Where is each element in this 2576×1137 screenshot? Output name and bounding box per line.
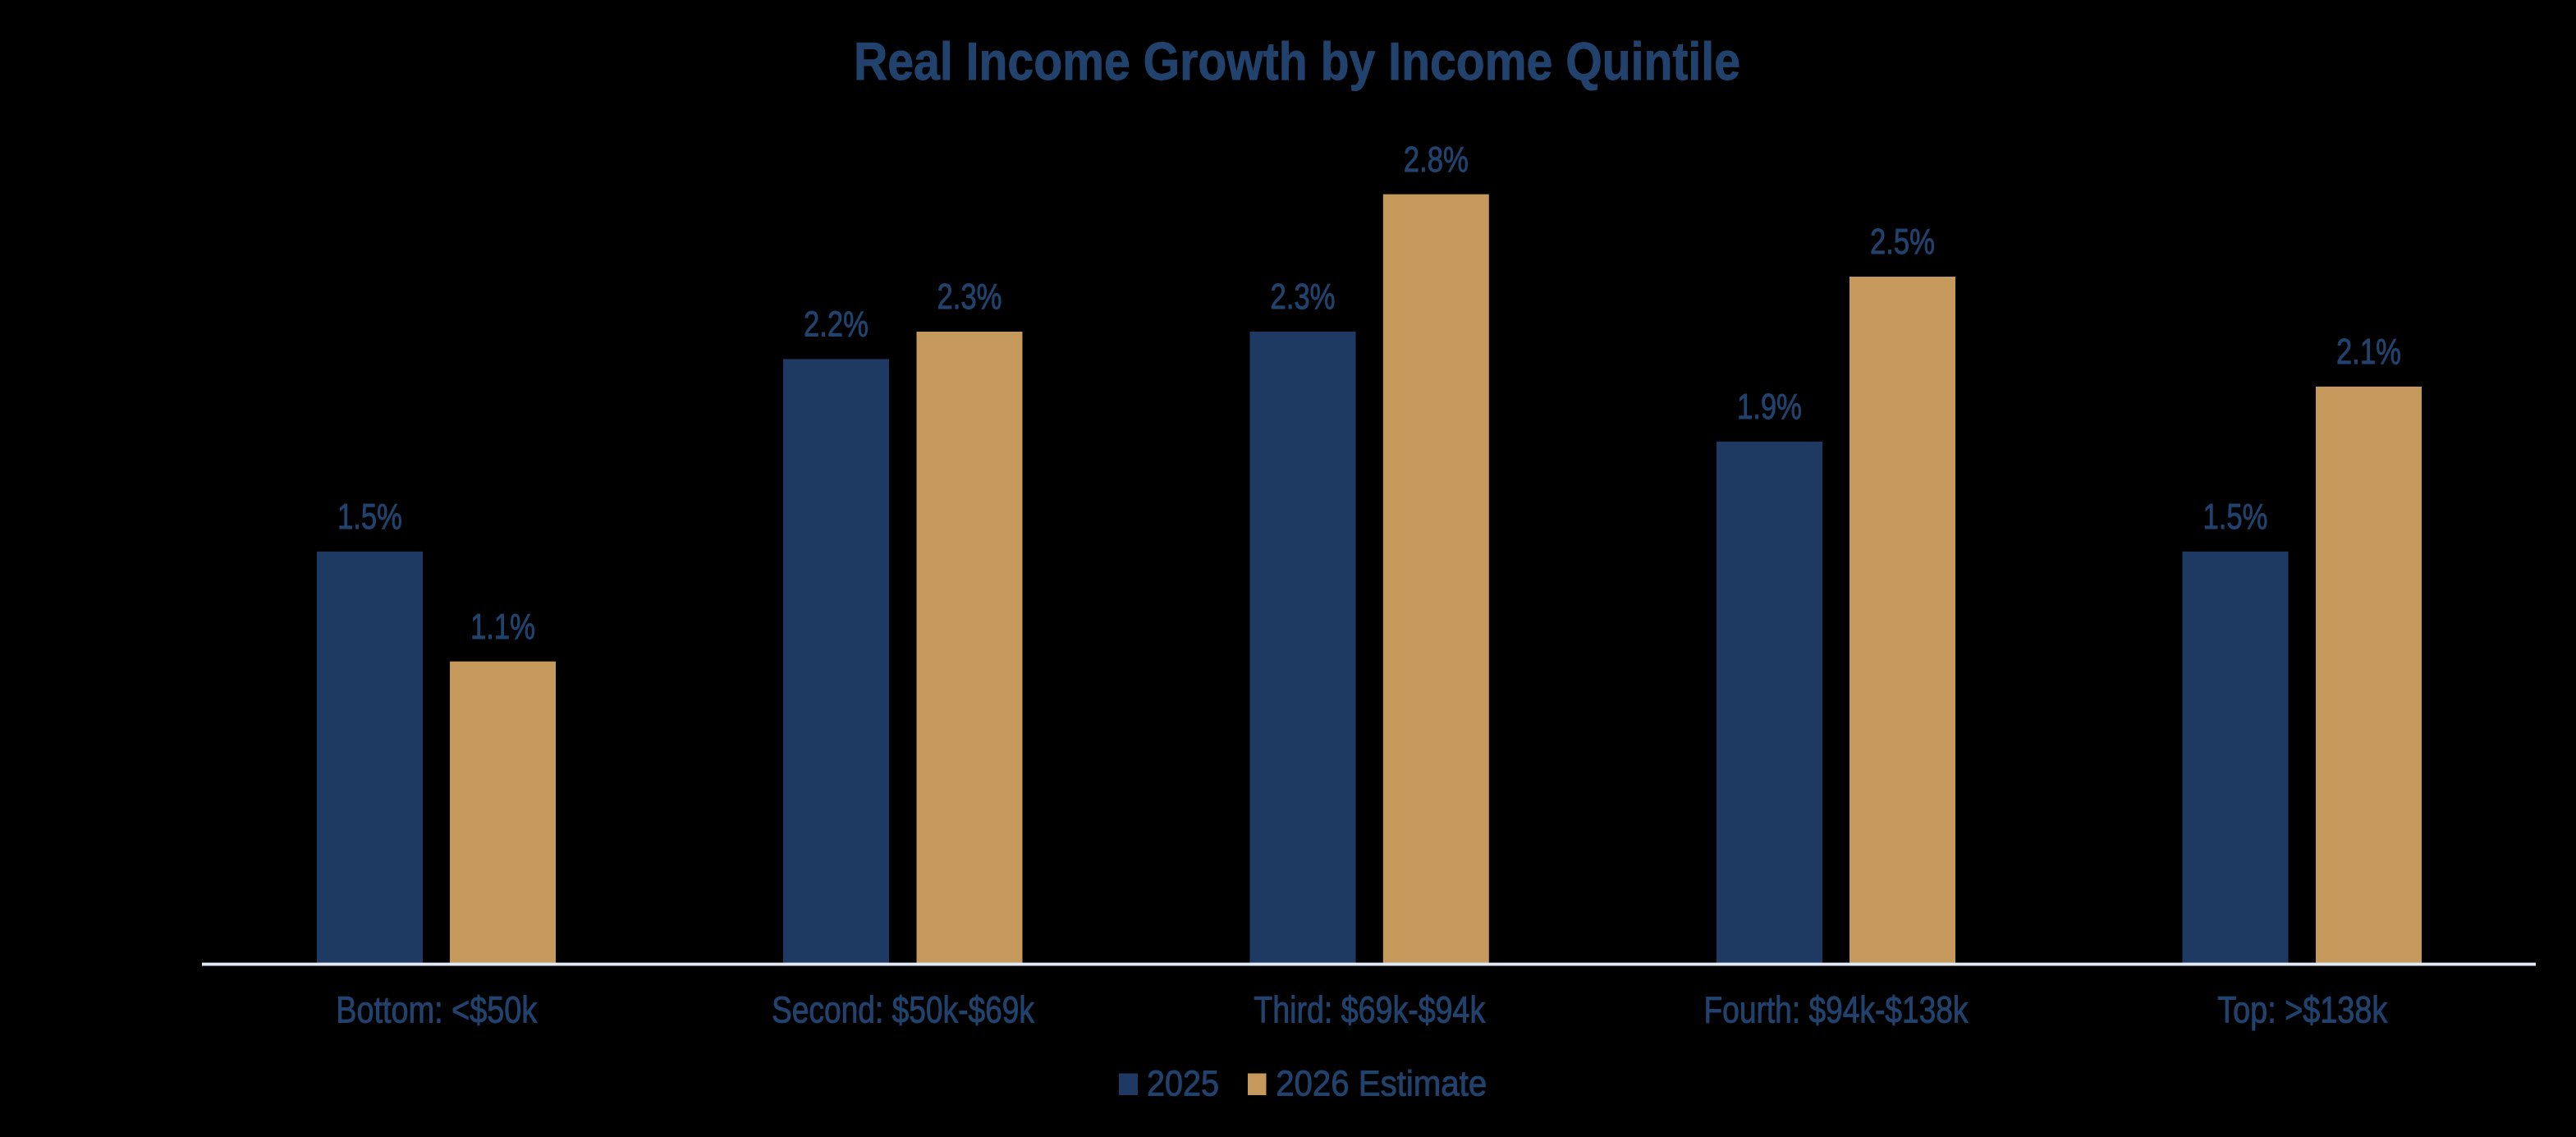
svg-text:2025: 2025: [1147, 1063, 1219, 1103]
svg-text:1.5%: 1.5%: [337, 497, 402, 537]
svg-text:Top: >$138k: Top: >$138k: [2217, 989, 2387, 1031]
svg-text:Second: $50k-$69k: Second: $50k-$69k: [772, 989, 1034, 1031]
svg-text:2.3%: 2.3%: [937, 277, 1002, 317]
svg-text:2.3%: 2.3%: [1271, 277, 1336, 317]
svg-text:Third: $69k-$94k: Third: $69k-$94k: [1254, 989, 1485, 1031]
svg-text:Fourth: $94k-$138k: Fourth: $94k-$138k: [1704, 989, 1969, 1031]
svg-text:1.1%: 1.1%: [470, 607, 535, 647]
svg-text:Bottom: <$50k: Bottom: <$50k: [336, 989, 537, 1031]
svg-text:2.1%: 2.1%: [2336, 332, 2401, 372]
svg-text:2.5%: 2.5%: [1870, 222, 1935, 262]
svg-text:2.8%: 2.8%: [1404, 140, 1469, 180]
svg-text:1.9%: 1.9%: [1737, 387, 1802, 427]
svg-text:2.2%: 2.2%: [804, 305, 869, 345]
svg-text:2026 Estimate: 2026 Estimate: [1276, 1063, 1487, 1103]
svg-text:Real Income Growth by Income Q: Real Income Growth by Income Quintile: [854, 31, 1740, 91]
svg-text:1.5%: 1.5%: [2203, 497, 2268, 537]
